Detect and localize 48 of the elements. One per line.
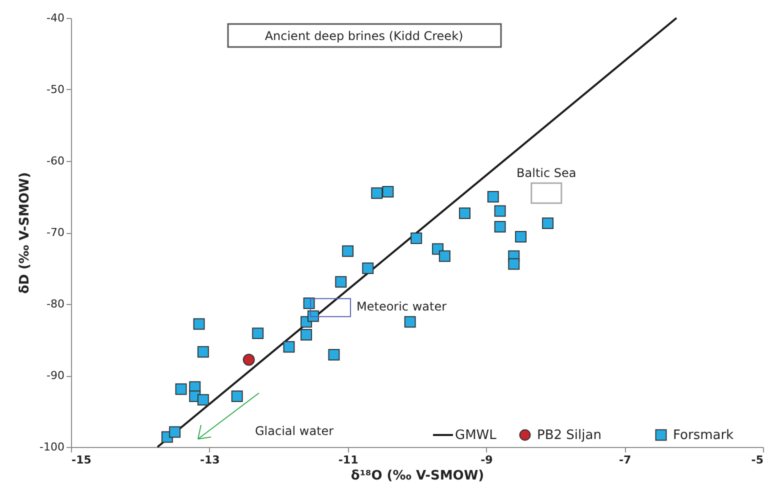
y-tick-label: -90 [46,369,64,382]
annotation: Meteoric water [356,300,447,314]
point [231,390,243,402]
y-tick-label: -70 [46,226,64,239]
point [283,341,295,353]
x-axis-title: δ¹⁸O (‰ V-SMOW) [350,468,484,484]
x-tick-label: -7 [618,454,632,466]
point [410,232,422,244]
point [542,217,554,229]
point [404,316,416,328]
point [300,329,312,340]
point [342,245,354,257]
point [459,207,470,219]
legend-label: GMWL [455,428,498,443]
point [335,276,347,288]
point [371,187,383,199]
point [328,349,340,361]
point [438,250,450,262]
point [197,394,209,406]
annotation: Ancient deep brines (Kidd Creek) [264,29,464,43]
point [197,346,209,358]
point [175,383,187,395]
legend-label: Forsmark [673,428,734,443]
legend-label: PB2 Siljan [537,428,602,443]
point [508,258,520,270]
point [382,186,394,198]
point [193,318,205,330]
point [252,328,264,340]
annotation: Baltic Sea [516,166,576,180]
point [242,354,255,366]
x-tick-label: -5 [751,454,764,466]
x-tick-label: -9 [480,454,493,466]
x-tick-label: -15 [72,454,92,466]
point [494,205,506,217]
point [487,191,499,202]
y-axis-title: δD (‰ V-SMOW) [18,172,33,294]
x-tick-label: -13 [200,454,220,466]
point [362,262,374,274]
annotation: Glacial water [255,424,334,438]
x-tick-label: -11 [338,454,358,466]
y-tick-label: -50 [46,83,64,96]
y-tick-label: -40 [46,12,64,24]
y-tick-label: -80 [46,298,64,310]
y-tick-label: -100 [40,440,64,454]
point [515,231,527,243]
point [494,221,506,233]
point [169,426,181,438]
y-tick-label: -60 [46,154,64,168]
